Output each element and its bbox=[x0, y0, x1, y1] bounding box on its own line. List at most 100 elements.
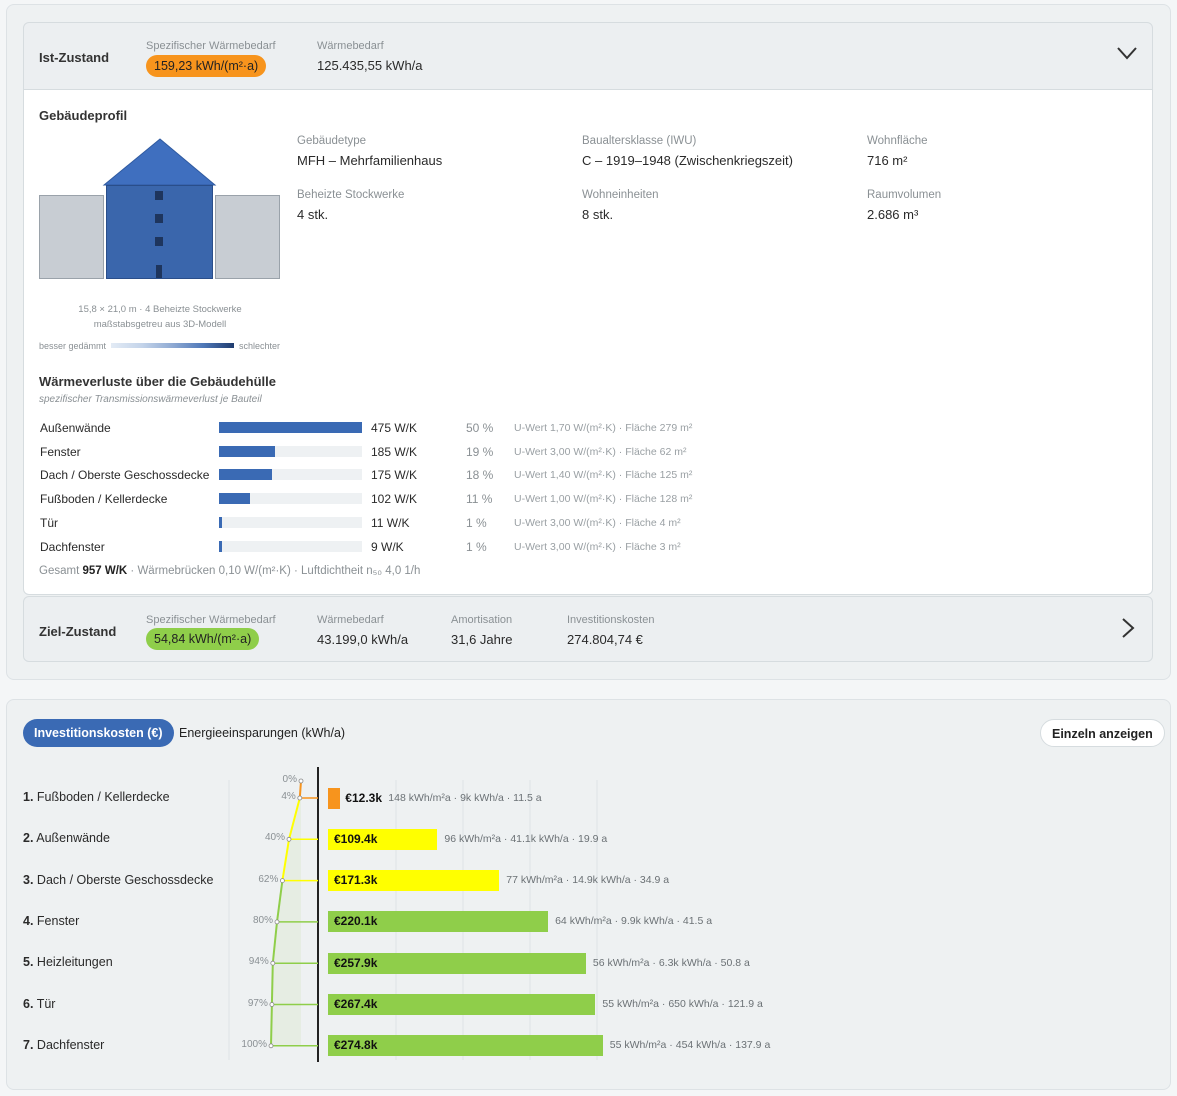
investment-bar[interactable] bbox=[328, 952, 586, 974]
investment-bar-detail: 77 kWh/m²a · 14.9k kWh/a · 34.9 a bbox=[506, 874, 670, 887]
ziel-amort-label: Amortisation bbox=[451, 614, 513, 626]
massnahme-number: 4. bbox=[23, 913, 34, 928]
field-label-baualtersklasse: Baualtersklasse (IWU) bbox=[582, 135, 697, 147]
verlust-row-pct: 11 % bbox=[466, 492, 493, 507]
verluste-subtitle: spezifischer Transmissionswärmeverlust j… bbox=[39, 394, 262, 405]
verlust-row-pct: 19 % bbox=[466, 444, 494, 459]
massnahme-label: Fußboden / Kellerdecke bbox=[36, 790, 170, 804]
massnahme-name: 4. Fenster bbox=[23, 914, 79, 928]
massnahme-number: 5. bbox=[23, 955, 34, 970]
investment-bar-label: €109.4k bbox=[334, 831, 378, 846]
investment-bar[interactable] bbox=[328, 911, 549, 933]
verlust-bar bbox=[219, 493, 250, 505]
massnahme-name: 5. Heizleitungen bbox=[23, 955, 113, 969]
verlust-row-wk: 475 W/K bbox=[371, 421, 418, 435]
ist-spez-label: Spezifischer Wärmebedarf bbox=[146, 40, 276, 52]
massnahme-label: Außenwände bbox=[36, 831, 110, 846]
massnahme-number: 1. bbox=[23, 790, 34, 804]
investment-bar-label: €257.9k bbox=[334, 955, 378, 970]
verlust-row-name: Dach / Oberste Geschossdecke bbox=[40, 468, 210, 483]
investment-bar[interactable] bbox=[328, 1035, 603, 1057]
massnahme-name: 3. Dach / Oberste Geschossdecke bbox=[23, 873, 213, 887]
investment-bar[interactable] bbox=[328, 870, 500, 892]
verlust-bar-track bbox=[219, 445, 362, 457]
verluste-gesamt: Gesamt 957 W/K · Wärmebrücken 0,10 W/(m²… bbox=[39, 565, 420, 577]
verlust-row-pct: 1 % bbox=[466, 515, 487, 530]
ist-zustand-header[interactable]: Ist-Zustand Spezifischer Wärmebedarf 159… bbox=[23, 22, 1153, 90]
tab-investitionskosten[interactable]: Investitionskosten (€) bbox=[23, 719, 174, 747]
verlust-bar bbox=[219, 516, 223, 528]
verlust-row-detail: U-Wert 1,00 W/(m²·K) · Fläche 128 m² bbox=[514, 493, 693, 506]
ist-zustand-body: Gebäudeprofil 15,8 × 21,0 m · 4 Beheizte… bbox=[23, 89, 1153, 595]
insulation-legend-left: besser gedämmt bbox=[39, 341, 107, 351]
verlust-row-name: Fußboden / Kellerdecke bbox=[40, 492, 168, 507]
investment-bar[interactable] bbox=[328, 994, 596, 1015]
ist-waerme-value: 125.435,55 kWh/a bbox=[317, 58, 423, 73]
ziel-spez-label: Spezifischer Wärmebedarf bbox=[146, 614, 276, 626]
investment-bar-detail: 55 kWh/m²a · 454 kWh/a · 137.9 a bbox=[609, 1039, 771, 1052]
gebaeudeprofil-title: Gebäudeprofil bbox=[39, 108, 128, 123]
massnahmen-panel bbox=[6, 699, 1171, 1090]
chevron-right-icon[interactable] bbox=[1120, 617, 1136, 639]
field-label-wohneinheiten: Wohneinheiten bbox=[582, 189, 659, 201]
field-value-baualtersklasse: C – 1919–1948 (Zwischenkriegszeit) bbox=[582, 153, 793, 168]
investment-bar-label: €274.8k bbox=[334, 1038, 378, 1053]
chevron-down-icon[interactable] bbox=[1116, 45, 1138, 61]
massnahme-name: 6. Tür bbox=[23, 997, 55, 1011]
verlust-row-pct: 1 % bbox=[466, 539, 487, 554]
investment-bar-detail: 56 kWh/m²a · 6.3k kWh/a · 50.8 a bbox=[592, 956, 750, 969]
massnahme-label: Heizleitungen bbox=[36, 955, 113, 970]
massnahme-number: 6. bbox=[23, 996, 34, 1011]
verlust-bar-track bbox=[219, 540, 362, 552]
verlust-bar bbox=[219, 540, 222, 552]
ziel-invest-value: 274.804,74 € bbox=[567, 632, 643, 647]
verlust-row-wk: 102 W/K bbox=[371, 492, 418, 507]
ist-zustand-title: Ist-Zustand bbox=[39, 50, 110, 65]
verlust-row-detail: U-Wert 1,40 W/(m²·K) · Fläche 125 m² bbox=[514, 469, 693, 482]
verlust-bar bbox=[219, 422, 362, 433]
verlust-bar-track bbox=[219, 516, 362, 528]
verlust-bar bbox=[219, 445, 275, 457]
einzeln-anzeigen-button[interactable]: Einzeln anzeigen bbox=[1040, 719, 1165, 747]
verlust-row-name: Dachfenster bbox=[40, 539, 105, 554]
investment-bar-label: €267.4k bbox=[334, 997, 378, 1011]
cumulative-label: 94% bbox=[248, 956, 269, 968]
verlust-row-wk: 175 W/K bbox=[371, 468, 418, 483]
verlust-row-detail: U-Wert 3,00 W/(m²·K) · Fläche 3 m² bbox=[514, 540, 681, 553]
massnahme-label: Dachfenster bbox=[36, 1037, 105, 1052]
gesamt-suffix: · Wärmebrücken 0,10 W/(m²·K) · Luftdicht… bbox=[130, 565, 421, 577]
investment-bar-label: €171.3k bbox=[334, 873, 378, 888]
building-caption-2: maßstabsgetreu aus 3D-Modell bbox=[93, 319, 227, 330]
insulation-legend-scale bbox=[111, 343, 234, 348]
verlust-row-detail: U-Wert 3,00 W/(m²·K) · Fläche 4 m² bbox=[514, 516, 681, 529]
field-label-wohnflaeche: Wohnfläche bbox=[867, 135, 928, 147]
building-illustration bbox=[39, 138, 280, 279]
verlust-row-name: Fenster bbox=[40, 444, 81, 459]
verlust-row-detail: U-Wert 1,70 W/(m²·K) · Fläche 279 m² bbox=[514, 422, 693, 434]
ziel-spez-badge: 54,84 kWh/(m²·a) bbox=[146, 628, 260, 650]
cumulative-label: 80% bbox=[252, 914, 273, 926]
cumulative-label: 97% bbox=[247, 997, 268, 1009]
verlust-row-pct: 50 % bbox=[466, 421, 494, 435]
insulation-legend-right: schlechter bbox=[239, 341, 281, 351]
massnahme-label: Dach / Oberste Geschossdecke bbox=[36, 872, 214, 887]
massnahme-label: Tür bbox=[36, 996, 56, 1011]
ziel-waerme-label: Wärmebedarf bbox=[317, 614, 384, 626]
investment-bar-detail: 55 kWh/m²a · 650 kWh/a · 121.9 a bbox=[602, 998, 763, 1010]
ziel-zustand-header[interactable]: Ziel-Zustand Spezifischer Wärmebedarf 54… bbox=[23, 596, 1153, 662]
investment-bar[interactable] bbox=[328, 787, 341, 809]
investment-bar[interactable] bbox=[328, 828, 438, 850]
investment-bar-detail: 96 kWh/m²a · 41.1k kWh/a · 19.9 a bbox=[444, 832, 608, 845]
field-label-raumvolumen: Raumvolumen bbox=[867, 189, 942, 201]
cumulative-label: 40% bbox=[264, 832, 285, 844]
tab-energieeinsparungen[interactable]: Energieeinsparungen (kWh/a) bbox=[179, 726, 346, 740]
gesamt-prefix: Gesamt bbox=[39, 565, 80, 577]
cumulative-label: 4% bbox=[281, 791, 296, 802]
verlust-row-detail: U-Wert 3,00 W/(m²·K) · Fläche 62 m² bbox=[514, 445, 687, 458]
gesamt-value: 957 W/K bbox=[82, 565, 128, 577]
verlust-row-name: Außenwände bbox=[40, 421, 111, 435]
massnahme-name: 2. Außenwände bbox=[23, 831, 110, 845]
field-value-wohneinheiten: 8 stk. bbox=[582, 207, 614, 222]
massnahme-number: 7. bbox=[23, 1037, 34, 1052]
ziel-zustand-title: Ziel-Zustand bbox=[39, 624, 117, 639]
